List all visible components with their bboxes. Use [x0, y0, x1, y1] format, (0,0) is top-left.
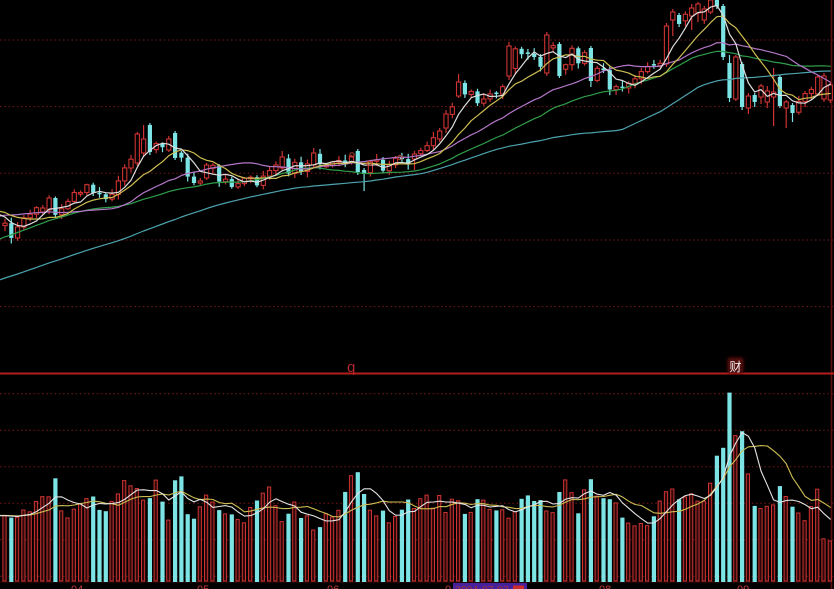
- svg-text:04: 04: [71, 584, 83, 589]
- svg-text:09: 09: [737, 584, 749, 589]
- svg-text:2004-07-02: 2004-07-02: [455, 584, 509, 589]
- svg-text:财: 财: [730, 360, 742, 374]
- svg-text:08: 08: [599, 584, 611, 589]
- svg-text:0: 0: [445, 584, 451, 589]
- svg-text:q: q: [347, 359, 355, 376]
- svg-text:05: 05: [197, 584, 209, 589]
- svg-text:06: 06: [327, 584, 339, 589]
